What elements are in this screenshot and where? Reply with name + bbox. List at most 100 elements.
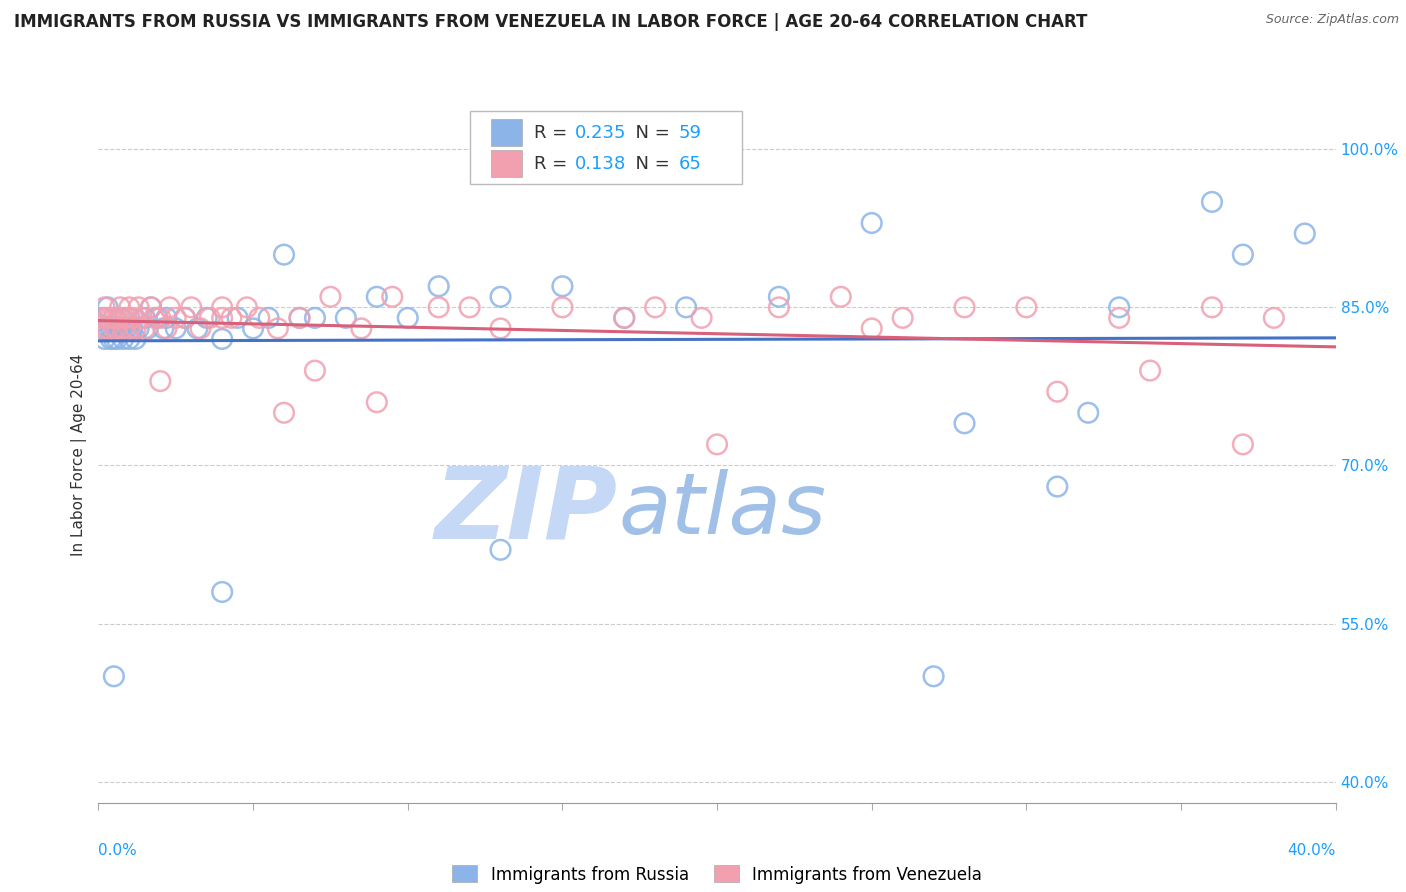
- Point: [165, 321, 187, 335]
- Point: [128, 321, 150, 335]
- Point: [304, 363, 326, 377]
- Point: [93, 310, 115, 325]
- Point: [159, 301, 181, 315]
- Point: [134, 310, 156, 325]
- Point: [108, 310, 131, 325]
- Point: [211, 301, 233, 315]
- Point: [1015, 301, 1038, 315]
- Point: [143, 310, 166, 325]
- Point: [108, 321, 131, 335]
- FancyBboxPatch shape: [491, 151, 522, 177]
- Point: [273, 406, 295, 420]
- Point: [112, 321, 135, 335]
- Point: [211, 332, 233, 346]
- Point: [396, 310, 419, 325]
- Point: [257, 310, 280, 325]
- Point: [860, 216, 883, 230]
- Point: [613, 310, 636, 325]
- Point: [1232, 437, 1254, 451]
- Point: [118, 321, 141, 335]
- Point: [366, 395, 388, 409]
- Point: [97, 321, 120, 335]
- Point: [155, 321, 177, 335]
- Point: [131, 310, 153, 325]
- Point: [1139, 363, 1161, 377]
- Point: [112, 332, 135, 346]
- Text: 0.138: 0.138: [575, 154, 626, 172]
- Point: [551, 279, 574, 293]
- Point: [273, 247, 295, 261]
- Point: [953, 417, 976, 431]
- Point: [103, 310, 125, 325]
- Point: [1077, 406, 1099, 420]
- Point: [613, 310, 636, 325]
- Point: [121, 310, 143, 325]
- Point: [304, 310, 326, 325]
- Point: [644, 301, 666, 315]
- Point: [103, 669, 125, 683]
- Point: [112, 310, 135, 325]
- Point: [93, 321, 115, 335]
- Text: 0.235: 0.235: [575, 123, 626, 142]
- Point: [155, 310, 177, 325]
- Point: [1046, 384, 1069, 399]
- Point: [149, 374, 172, 388]
- Point: [381, 290, 404, 304]
- Point: [288, 310, 311, 325]
- Point: [1263, 310, 1285, 325]
- Point: [115, 310, 138, 325]
- Point: [211, 585, 233, 599]
- Text: 40.0%: 40.0%: [1288, 843, 1336, 858]
- Text: R =: R =: [534, 154, 572, 172]
- Text: 0.0%: 0.0%: [98, 843, 138, 858]
- Point: [366, 290, 388, 304]
- Point: [90, 321, 112, 335]
- Text: 59: 59: [679, 123, 702, 142]
- Point: [105, 321, 128, 335]
- FancyBboxPatch shape: [491, 120, 522, 145]
- Point: [1108, 310, 1130, 325]
- Point: [190, 321, 212, 335]
- Point: [121, 321, 143, 335]
- Point: [675, 301, 697, 315]
- Point: [891, 310, 914, 325]
- Text: R =: R =: [534, 123, 572, 142]
- Point: [103, 321, 125, 335]
- Point: [139, 301, 162, 315]
- Point: [458, 301, 481, 315]
- Point: [186, 321, 208, 335]
- Point: [953, 301, 976, 315]
- Point: [768, 290, 790, 304]
- Point: [427, 301, 450, 315]
- Point: [100, 321, 122, 335]
- FancyBboxPatch shape: [470, 111, 742, 184]
- Text: Source: ZipAtlas.com: Source: ZipAtlas.com: [1265, 13, 1399, 27]
- Point: [860, 321, 883, 335]
- Point: [830, 290, 852, 304]
- Legend: Immigrants from Russia, Immigrants from Venezuela: Immigrants from Russia, Immigrants from …: [444, 857, 990, 892]
- Point: [124, 321, 146, 335]
- Point: [180, 301, 202, 315]
- Point: [768, 301, 790, 315]
- Point: [922, 669, 945, 683]
- Point: [100, 332, 122, 346]
- Point: [1201, 194, 1223, 209]
- Point: [211, 310, 233, 325]
- Point: [97, 301, 120, 315]
- Point: [103, 332, 125, 346]
- Point: [174, 310, 197, 325]
- Point: [136, 321, 159, 335]
- Point: [198, 310, 221, 325]
- Point: [226, 310, 249, 325]
- Point: [1108, 301, 1130, 315]
- Point: [335, 310, 357, 325]
- Point: [118, 301, 141, 315]
- Point: [267, 321, 290, 335]
- Point: [288, 310, 311, 325]
- Point: [97, 310, 120, 325]
- Point: [112, 321, 135, 335]
- Point: [551, 301, 574, 315]
- Point: [105, 332, 128, 346]
- Point: [247, 310, 270, 325]
- Y-axis label: In Labor Force | Age 20-64: In Labor Force | Age 20-64: [72, 354, 87, 556]
